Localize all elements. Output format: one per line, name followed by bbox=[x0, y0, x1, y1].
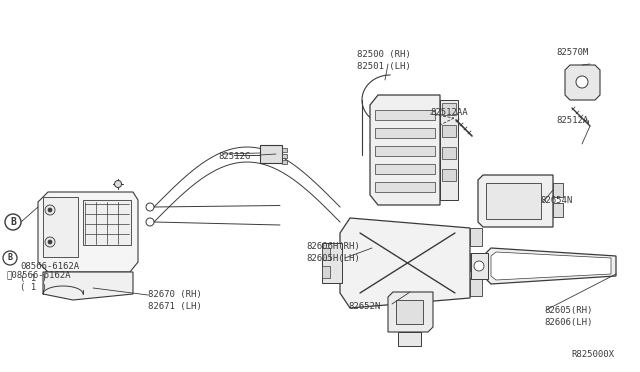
Polygon shape bbox=[340, 218, 470, 308]
Bar bbox=[471, 253, 488, 279]
Bar bbox=[322, 266, 330, 278]
Bar bbox=[322, 243, 342, 283]
Bar bbox=[282, 160, 287, 164]
Polygon shape bbox=[388, 292, 433, 332]
Bar bbox=[470, 228, 482, 246]
Polygon shape bbox=[43, 272, 133, 300]
Text: 82570M: 82570M bbox=[556, 48, 588, 57]
Polygon shape bbox=[370, 95, 440, 205]
Bar bbox=[442, 125, 456, 137]
Text: Ⓑ08566-6162A: Ⓑ08566-6162A bbox=[6, 270, 70, 279]
Circle shape bbox=[5, 214, 21, 230]
Text: 82654N: 82654N bbox=[540, 196, 572, 205]
Polygon shape bbox=[491, 252, 611, 280]
Bar bbox=[442, 103, 456, 115]
Text: R825000X: R825000X bbox=[571, 350, 614, 359]
Circle shape bbox=[474, 261, 484, 271]
Bar bbox=[375, 146, 435, 156]
Bar bbox=[322, 248, 330, 260]
Text: 82512A: 82512A bbox=[556, 116, 588, 125]
Text: 82652N: 82652N bbox=[348, 302, 380, 311]
Bar bbox=[470, 278, 482, 296]
Bar bbox=[440, 100, 458, 200]
Circle shape bbox=[48, 208, 52, 212]
Bar bbox=[442, 147, 456, 159]
Text: B: B bbox=[8, 253, 13, 263]
Text: 82512AA: 82512AA bbox=[430, 108, 468, 117]
Text: 82500 (RH): 82500 (RH) bbox=[357, 50, 411, 59]
Circle shape bbox=[3, 251, 17, 265]
Text: 82671 (LH): 82671 (LH) bbox=[148, 302, 202, 311]
Bar bbox=[375, 164, 435, 174]
Text: 82501 (LH): 82501 (LH) bbox=[357, 62, 411, 71]
Text: ( 1 ): ( 1 ) bbox=[20, 283, 47, 292]
Bar bbox=[375, 110, 435, 120]
Text: 82606H(RH): 82606H(RH) bbox=[306, 242, 360, 251]
Circle shape bbox=[48, 240, 52, 244]
Bar bbox=[375, 128, 435, 138]
Circle shape bbox=[576, 76, 588, 88]
Circle shape bbox=[45, 205, 55, 215]
Bar bbox=[553, 183, 563, 197]
Bar bbox=[282, 154, 287, 158]
Polygon shape bbox=[478, 175, 553, 227]
Bar bbox=[442, 169, 456, 181]
Bar bbox=[396, 300, 423, 324]
Text: 82606(LH): 82606(LH) bbox=[544, 318, 593, 327]
Text: 82670 (RH): 82670 (RH) bbox=[148, 290, 202, 299]
Text: 82605H(LH): 82605H(LH) bbox=[306, 254, 360, 263]
Bar bbox=[486, 183, 541, 219]
Bar bbox=[553, 203, 563, 217]
Bar bbox=[282, 148, 287, 152]
Text: 08566-6162A: 08566-6162A bbox=[20, 262, 79, 271]
Polygon shape bbox=[38, 192, 138, 272]
Text: ( 1 ): ( 1 ) bbox=[20, 274, 47, 283]
Bar bbox=[470, 253, 482, 271]
Circle shape bbox=[146, 218, 154, 226]
Circle shape bbox=[45, 237, 55, 247]
Bar bbox=[398, 332, 421, 346]
Bar bbox=[83, 200, 131, 245]
Text: B: B bbox=[10, 217, 16, 227]
Circle shape bbox=[146, 203, 154, 211]
Text: 82605(RH): 82605(RH) bbox=[544, 306, 593, 315]
Text: 82512G: 82512G bbox=[218, 152, 250, 161]
Bar bbox=[260, 145, 282, 163]
Bar bbox=[375, 182, 435, 192]
Bar bbox=[43, 197, 78, 257]
Polygon shape bbox=[486, 248, 616, 284]
Circle shape bbox=[115, 180, 122, 187]
Polygon shape bbox=[565, 65, 600, 100]
